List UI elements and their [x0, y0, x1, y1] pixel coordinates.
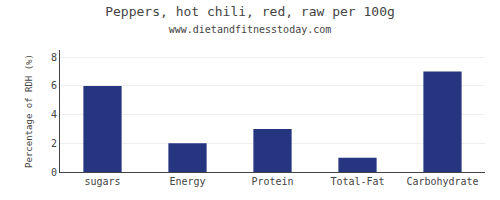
- svg-text:Energy: Energy: [169, 176, 205, 187]
- svg-text:2: 2: [51, 138, 57, 149]
- svg-text:Protein: Protein: [251, 176, 293, 187]
- svg-text:6: 6: [51, 80, 57, 91]
- svg-text:0: 0: [51, 167, 57, 178]
- svg-text:4: 4: [51, 109, 57, 120]
- svg-text:Carbohydrate: Carbohydrate: [406, 176, 478, 187]
- svg-text:sugars: sugars: [84, 176, 120, 187]
- svg-text:Total-Fat: Total-Fat: [330, 176, 384, 187]
- svg-text:Peppers, hot chili, red, raw p: Peppers, hot chili, red, raw per 100gwww…: [105, 4, 395, 35]
- svg-text:Percentage of RDH (%): Percentage of RDH (%): [24, 54, 34, 168]
- svg-text:8: 8: [51, 52, 57, 63]
